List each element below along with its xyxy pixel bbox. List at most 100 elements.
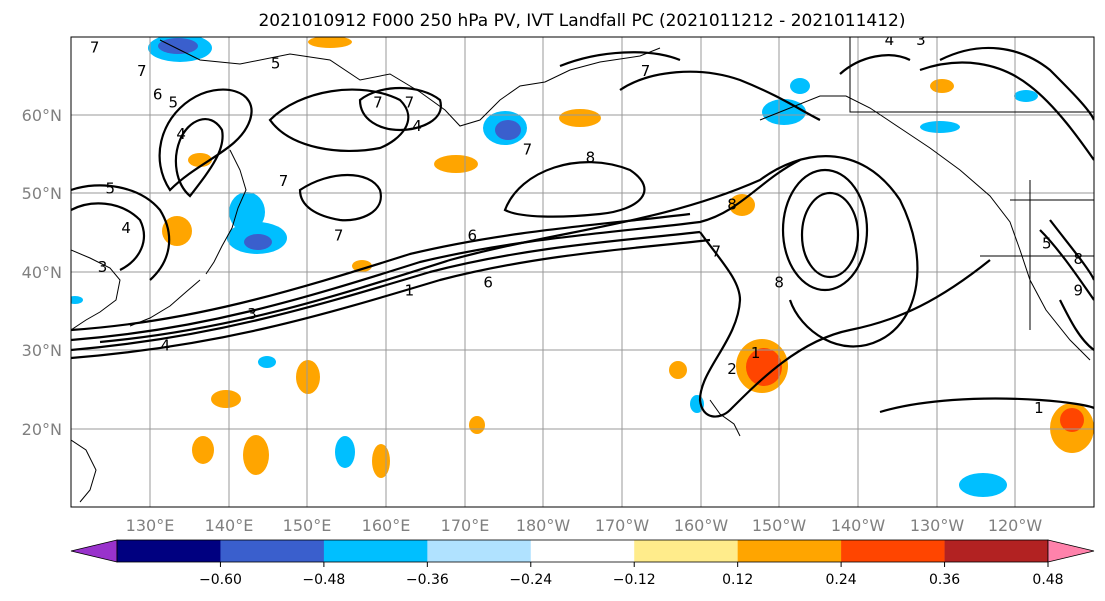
pc-shading	[71, 37, 1094, 497]
contour-label: 7	[90, 39, 100, 57]
x-tick-label: 160°W	[674, 516, 729, 535]
contour-label: 4	[412, 117, 422, 135]
contour-label: 8	[727, 195, 737, 213]
y-tick-label: 60°N	[22, 106, 62, 125]
neg-anomaly-blob	[335, 436, 355, 468]
colorbar-cell	[737, 540, 842, 562]
neg-anomaly-blob	[959, 473, 1007, 497]
contour-label: 2	[727, 360, 737, 378]
colorbar-tick-label: −0.48	[302, 572, 345, 588]
contour-label: 4	[121, 219, 131, 237]
y-tick-label: 30°N	[22, 341, 62, 360]
pos-anomaly-blob	[296, 360, 320, 394]
contour-label: 7	[712, 242, 722, 260]
contour-label: 5	[106, 180, 116, 198]
x-axis: 130°E 140°E 150°E 160°E 170°E 180°W 170°…	[126, 516, 1043, 535]
colorbar-tick-label: 0.48	[1032, 572, 1063, 588]
neg-anomaly-blob	[244, 234, 272, 250]
neg-anomaly-blob	[229, 192, 265, 232]
x-tick-label: 140°W	[831, 516, 886, 535]
coastlines	[71, 37, 1094, 503]
pos-anomaly-blob	[729, 194, 755, 216]
pos-anomaly-blob	[930, 79, 954, 93]
contour-label: 3	[916, 31, 926, 49]
colorbar: −0.60 −0.48 −0.36 −0.24 −0.12 0.12 0.24 0.36 0.4…	[70, 539, 1095, 588]
pos-anomaly-blob	[372, 444, 390, 478]
y-tick-label: 50°N	[22, 184, 62, 203]
contour-label: 8	[774, 274, 784, 292]
pos-anomaly-blob	[211, 390, 241, 408]
pv-contours	[71, 46, 1094, 418]
x-tick-label: 120°W	[988, 516, 1043, 535]
neg-anomaly-blob	[258, 356, 276, 368]
contour-label: 7	[523, 141, 533, 159]
contour-label: 7	[641, 62, 651, 80]
contour-label: 7	[137, 62, 147, 80]
pos-anomaly-blob	[243, 435, 269, 475]
x-tick-label: 130°E	[126, 516, 175, 535]
x-tick-label: 180°W	[516, 516, 571, 535]
x-tick-label: 170°W	[595, 516, 650, 535]
neg-anomaly-blob	[1014, 90, 1038, 102]
contour-label: 1	[1034, 399, 1044, 417]
contour-label: 4	[176, 125, 186, 143]
colorbar-extend-high	[1047, 539, 1095, 563]
colorbar-cell	[944, 540, 1049, 562]
pos-anomaly-blob	[308, 37, 352, 48]
neg-anomaly-blob	[495, 120, 521, 140]
pos-anomaly-blob	[669, 361, 687, 379]
pos-anomaly-blob	[746, 348, 782, 386]
contour-label: 7	[373, 94, 383, 112]
colorbar-cell	[427, 540, 532, 562]
contour-label: 3	[247, 305, 257, 323]
contour-label: 5	[271, 54, 281, 72]
x-tick-label: 150°E	[283, 516, 332, 535]
neg-anomaly-blob	[790, 78, 810, 94]
neg-anomaly-blob	[920, 121, 960, 133]
contour-label: 1	[405, 282, 415, 300]
contour-label: 1	[751, 344, 761, 362]
contour-label: 9	[1074, 282, 1084, 300]
colorbar-extend-low	[70, 539, 118, 563]
pos-anomaly-blob	[559, 109, 601, 127]
neg-anomaly-blob	[158, 38, 198, 54]
x-tick-label: 150°W	[752, 516, 807, 535]
colorbar-cell	[323, 540, 428, 562]
colorbar-tick-label: −0.36	[406, 572, 449, 588]
colorbar-cell	[117, 540, 221, 562]
pos-anomaly-blob	[1060, 408, 1084, 432]
contour-label: 7	[279, 172, 289, 190]
neg-anomaly-blob	[71, 296, 83, 304]
colorbar-tick-label: 0.36	[929, 572, 960, 588]
contour-label: 8	[1074, 250, 1084, 268]
x-tick-label: 160°E	[362, 516, 411, 535]
contour-label: 5	[169, 94, 179, 112]
chart-title: 2021010912 F000 250 hPa PV, IVT Landfall…	[258, 11, 905, 31]
y-tick-label: 20°N	[22, 420, 62, 439]
contour-label: 6	[153, 86, 163, 104]
contour-label: 4	[885, 31, 895, 49]
colorbar-tick-label: 0.12	[722, 572, 753, 588]
x-tick-label: 170°E	[441, 516, 490, 535]
colorbar-cell	[841, 540, 945, 562]
contour-label: 7	[334, 227, 344, 245]
x-tick-label: 130°W	[910, 516, 965, 535]
pos-anomaly-blob	[192, 436, 214, 464]
contour-label: 4	[161, 336, 171, 354]
pos-anomaly-blob	[352, 260, 372, 272]
pos-anomaly-blob	[469, 416, 485, 434]
neg-anomaly-blob	[762, 99, 806, 125]
contour-label: 5	[1042, 235, 1052, 253]
contour-label: 8	[586, 148, 596, 166]
colorbar-cell	[634, 540, 738, 562]
colorbar-cell	[530, 540, 635, 562]
colorbar-tick-label: 0.24	[826, 572, 857, 588]
y-tick-label: 40°N	[22, 263, 62, 282]
y-axis: 60°N 50°N 40°N 30°N 20°N	[22, 106, 62, 439]
contour-label: 6	[468, 227, 478, 245]
colorbar-tick-label: −0.12	[613, 572, 656, 588]
colorbar-tick-label: −0.60	[199, 572, 242, 588]
